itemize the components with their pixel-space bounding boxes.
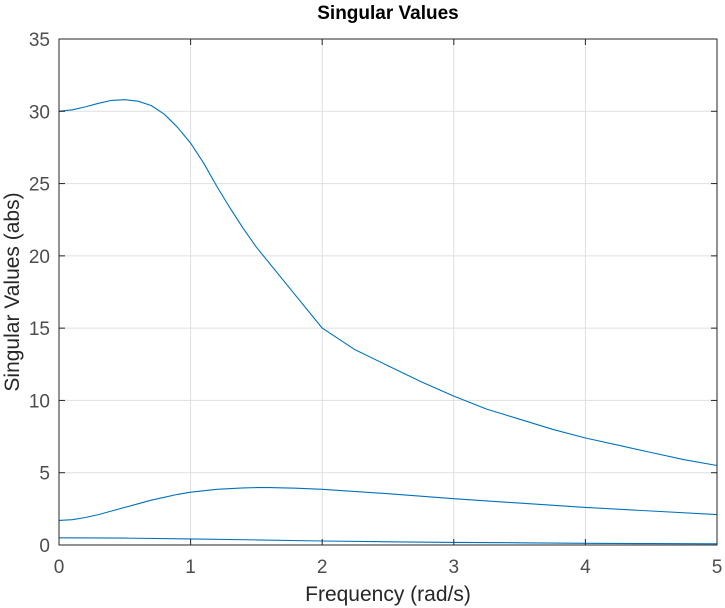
- series-group: [58, 99, 718, 545]
- y-tick-label: 10: [29, 391, 50, 412]
- x-tick-label: 5: [712, 557, 723, 578]
- grid: [58, 38, 718, 546]
- y-tick-label: 5: [39, 464, 50, 485]
- x-tick-labels: 0 1 2 3 4 5: [54, 557, 723, 578]
- y-tick-label: 25: [29, 175, 50, 196]
- x-tick-label: 1: [185, 557, 196, 578]
- y-tick-label: 20: [29, 247, 50, 268]
- x-tick-label: 2: [317, 557, 328, 578]
- y-tick-label: 35: [29, 30, 50, 51]
- series-line-3: [58, 537, 718, 545]
- x-axis-label: Frequency (rad/s): [305, 583, 471, 606]
- series-line-2: [58, 487, 718, 521]
- x-tick-label: 0: [54, 557, 65, 578]
- y-tick-label: 30: [29, 102, 50, 123]
- y-tick-label: 15: [29, 319, 50, 340]
- y-tick-labels: 0 5 10 15 20 25 30 35: [29, 30, 50, 557]
- plot-area-frame: [58, 38, 718, 546]
- series-line-1: [58, 99, 718, 467]
- x-tick-label: 4: [580, 557, 591, 578]
- ticks: [58, 38, 718, 546]
- y-tick-label: 0: [39, 536, 50, 557]
- chart-title: Singular Values: [317, 3, 459, 24]
- y-axis-label: Singular Values (abs): [1, 192, 24, 391]
- x-tick-label: 3: [449, 557, 460, 578]
